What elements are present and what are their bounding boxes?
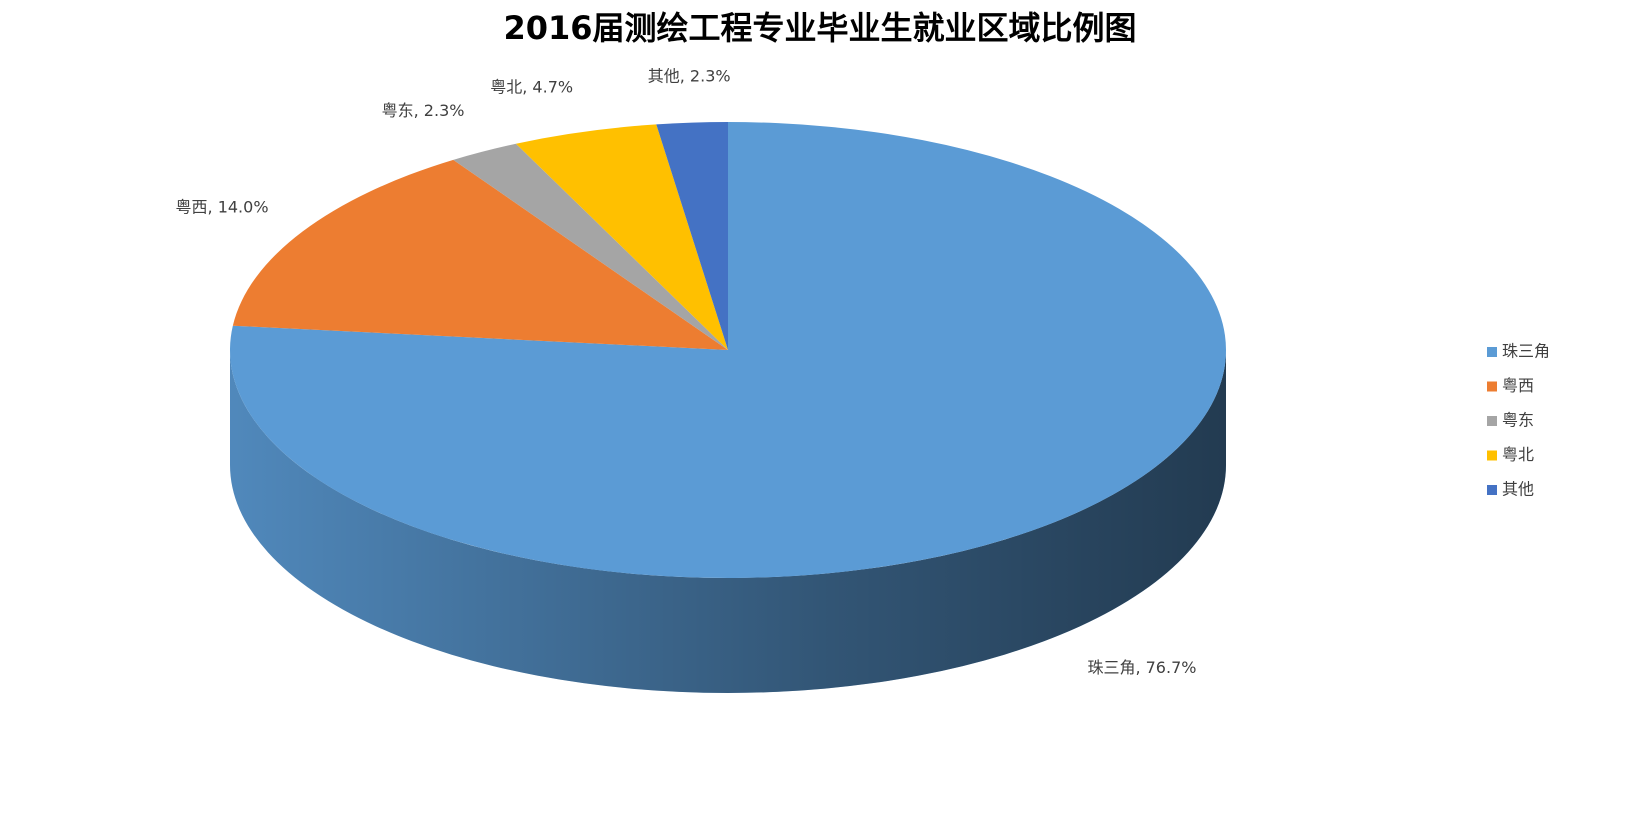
slice [515, 124, 728, 350]
legend-swatch [1487, 416, 1497, 426]
legend-label: 其他 [1502, 480, 1534, 499]
legend-label: 粤西 [1502, 376, 1534, 395]
slice [230, 122, 1226, 578]
legend-swatch [1487, 485, 1497, 495]
data-label: 粤西, 14.0% [176, 197, 269, 216]
legend-swatch [1487, 450, 1497, 461]
legend-swatch [1487, 347, 1497, 357]
slice [453, 143, 728, 350]
legend-label: 珠三角 [1502, 342, 1550, 361]
data-label: 粤东, 2.3% [382, 101, 465, 120]
data-label: 粤北, 4.7% [490, 77, 573, 96]
slice [232, 159, 729, 350]
data-label: 其他, 2.3% [648, 67, 731, 86]
legend-label: 粤东 [1502, 411, 1534, 430]
legend-swatch [1487, 381, 1497, 392]
slice [656, 122, 728, 350]
slice-side-shade [230, 350, 1226, 693]
data-label: 珠三角, 76.7% [1087, 658, 1196, 677]
legend-label: 粤北 [1502, 445, 1534, 464]
chart-title: 2016届测绘工程专业毕业生就业区域比例图 [503, 9, 1136, 47]
